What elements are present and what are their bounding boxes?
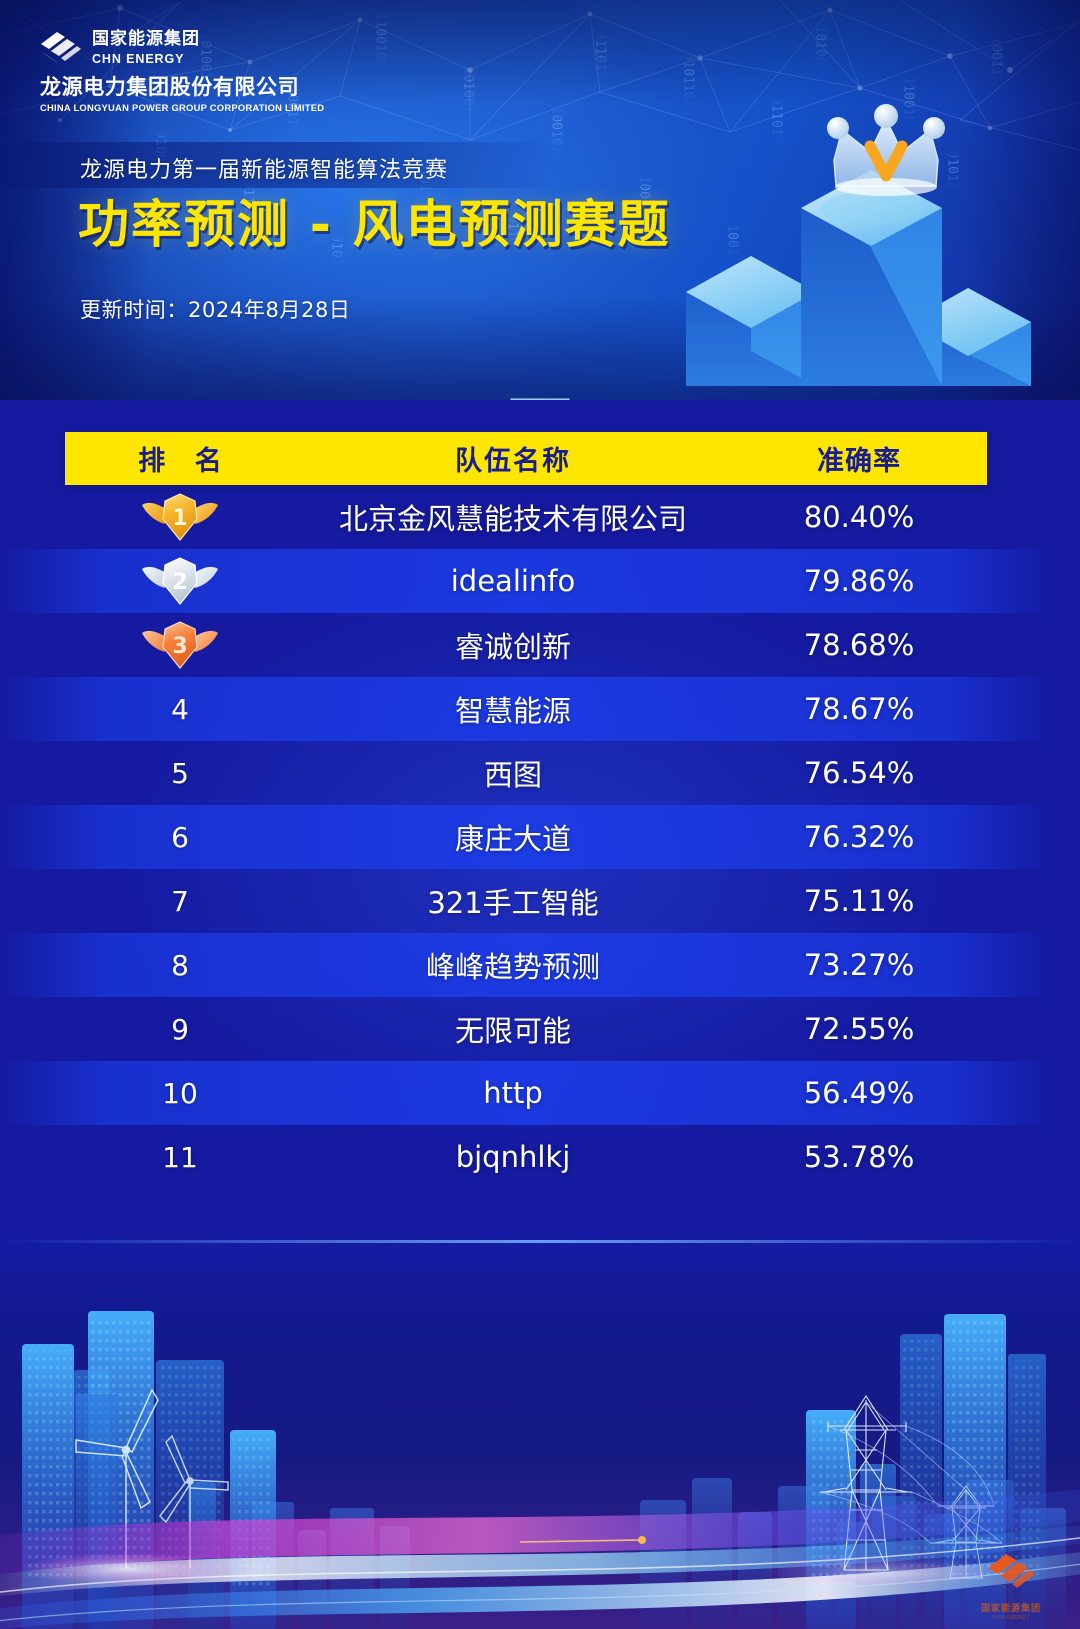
leaderboard-section: 排 名 队伍名称 准确率 — [0, 400, 1080, 1240]
team-name-cell: 睿诚创新 — [454, 630, 571, 664]
team-name-cell: 无限可能 — [454, 1014, 571, 1048]
table-row[interactable]: 11 bjqnhlkj 53.78% — [65, 1125, 987, 1189]
logo-en-name: CHN ENERGY — [92, 51, 185, 66]
team-name-cell: 康庄大道 — [454, 822, 571, 856]
accuracy-cell: 78.68% — [803, 628, 915, 662]
footer-divider — [0, 1240, 1080, 1243]
team-name-cell: 西图 — [483, 758, 542, 792]
corner-logo-cn: 国家能源集团 — [980, 1604, 1041, 1614]
rank-number: 9 — [171, 1012, 189, 1046]
team-name-cell: 峰峰趋势预测 — [425, 950, 600, 984]
table-row[interactable]: 9 无限可能 72.55% — [65, 997, 987, 1061]
silver-medal-icon: 2 — [142, 557, 218, 605]
corner-brand-badge: 国家能源集团 CHN ENERGY — [956, 1551, 1066, 1621]
rank-cell: 3 — [65, 619, 295, 671]
logo-cn-name: 国家能源集团 — [92, 29, 200, 49]
accuracy-cell: 79.86% — [803, 564, 915, 598]
corner-logo-mark — [986, 1554, 1035, 1591]
team-name-cell: idealinfo — [450, 564, 576, 598]
company-cn-name: 龙源电力集团股份有限公司 — [40, 74, 300, 99]
table-row[interactable]: 6 康庄大道 76.32% — [0, 805, 1052, 869]
rank-cell: 8 — [65, 949, 295, 982]
team-name-cell: bjqnhlkj — [455, 1140, 571, 1174]
rank-cell: 4 — [65, 693, 295, 726]
table-row[interactable]: 8 峰峰趋势预测 73.27% — [0, 933, 1052, 997]
team-name-cell: 北京金风慧能技术有限公司 — [338, 502, 687, 536]
rank-cell: 1 — [65, 491, 295, 543]
rank-number: 8 — [171, 948, 189, 982]
rank-number: 4 — [171, 692, 189, 726]
accuracy-cell: 73.27% — [803, 948, 915, 982]
column-header-team: 队伍名称 — [455, 446, 571, 477]
team-name-cell: http — [483, 1076, 543, 1110]
update-time: 更新时间：2024年8月28日 — [80, 298, 351, 322]
table-header-row: 排 名 队伍名称 准确率 — [65, 432, 987, 485]
rank-cell: 7 — [65, 885, 295, 918]
rank-cell: 11 — [65, 1141, 295, 1174]
page-title: 功率预测 - 风电预测赛题 — [78, 196, 671, 255]
table-row[interactable]: 1 北京金风慧能技术有限公司 80.40% — [65, 485, 987, 549]
rank-cell: 2 — [65, 555, 295, 607]
poster-header: 01001 1010011 01101 100110 0101 1100101 … — [0, 0, 1080, 400]
column-header-rank: 排 名 — [138, 446, 232, 477]
team-name-cell: 智慧能源 — [454, 694, 571, 728]
accuracy-cell: 76.54% — [803, 756, 915, 790]
accuracy-cell: 80.40% — [803, 500, 915, 534]
svg-text:1: 1 — [172, 506, 187, 531]
svg-text:3: 3 — [172, 634, 187, 659]
rank-number: 6 — [171, 820, 189, 854]
gold-medal-icon: 1 — [142, 493, 218, 541]
rank-number: 5 — [171, 756, 189, 790]
accuracy-cell: 78.67% — [803, 692, 915, 726]
company-logo: 国家能源集团 CHN ENERGY 龙源电力集团股份有限公司 CHINA LON… — [40, 30, 370, 113]
accuracy-cell: 56.49% — [803, 1076, 915, 1110]
rank-cell: 10 — [65, 1077, 295, 1110]
rank-number: 11 — [162, 1140, 198, 1174]
accuracy-cell: 72.55% — [803, 1012, 915, 1046]
subtitle-band — [0, 142, 560, 188]
column-header-accuracy: 准确率 — [817, 446, 901, 477]
crown-podium-icon — [646, 96, 1036, 386]
rank-cell: 5 — [65, 757, 295, 790]
rank-cell: 9 — [65, 1013, 295, 1046]
table-row[interactable]: 4 智慧能源 78.67% — [0, 677, 1052, 741]
bronze-medal-icon: 3 — [142, 621, 218, 669]
table-row[interactable]: 5 西图 76.54% — [65, 741, 987, 805]
svg-text:2: 2 — [172, 570, 187, 595]
table-row[interactable]: 10 http 56.49% — [0, 1061, 1052, 1125]
team-name-cell: 321手工智能 — [427, 886, 599, 920]
table-row[interactable]: 2 idealinfo 79.86% — [0, 549, 1052, 613]
rank-number: 10 — [162, 1076, 198, 1110]
corner-logo-en: CHN ENERGY — [992, 1615, 1030, 1621]
accuracy-cell: 75.11% — [803, 884, 915, 918]
chn-energy-logo-mark — [40, 32, 81, 65]
company-en-name: CHINA LONGYUAN POWER GROUP CORPORATION L… — [40, 102, 325, 114]
accuracy-cell: 76.32% — [803, 820, 915, 854]
poster-footer: 国家能源集团 CHN ENERGY — [0, 1240, 1080, 1629]
rank-cell: 6 — [65, 821, 295, 854]
rank-number: 7 — [171, 884, 189, 918]
ranking-table: 排 名 队伍名称 准确率 — [0, 432, 1052, 1189]
event-subtitle: 龙源电力第一届新能源智能算法竞赛 — [80, 158, 449, 183]
table-row[interactable]: 3 睿诚创新 78.68% — [65, 613, 987, 677]
accuracy-cell: 53.78% — [803, 1140, 915, 1174]
table-row[interactable]: 7 321手工智能 75.11% — [65, 869, 987, 933]
light-streaks — [0, 1489, 1080, 1629]
